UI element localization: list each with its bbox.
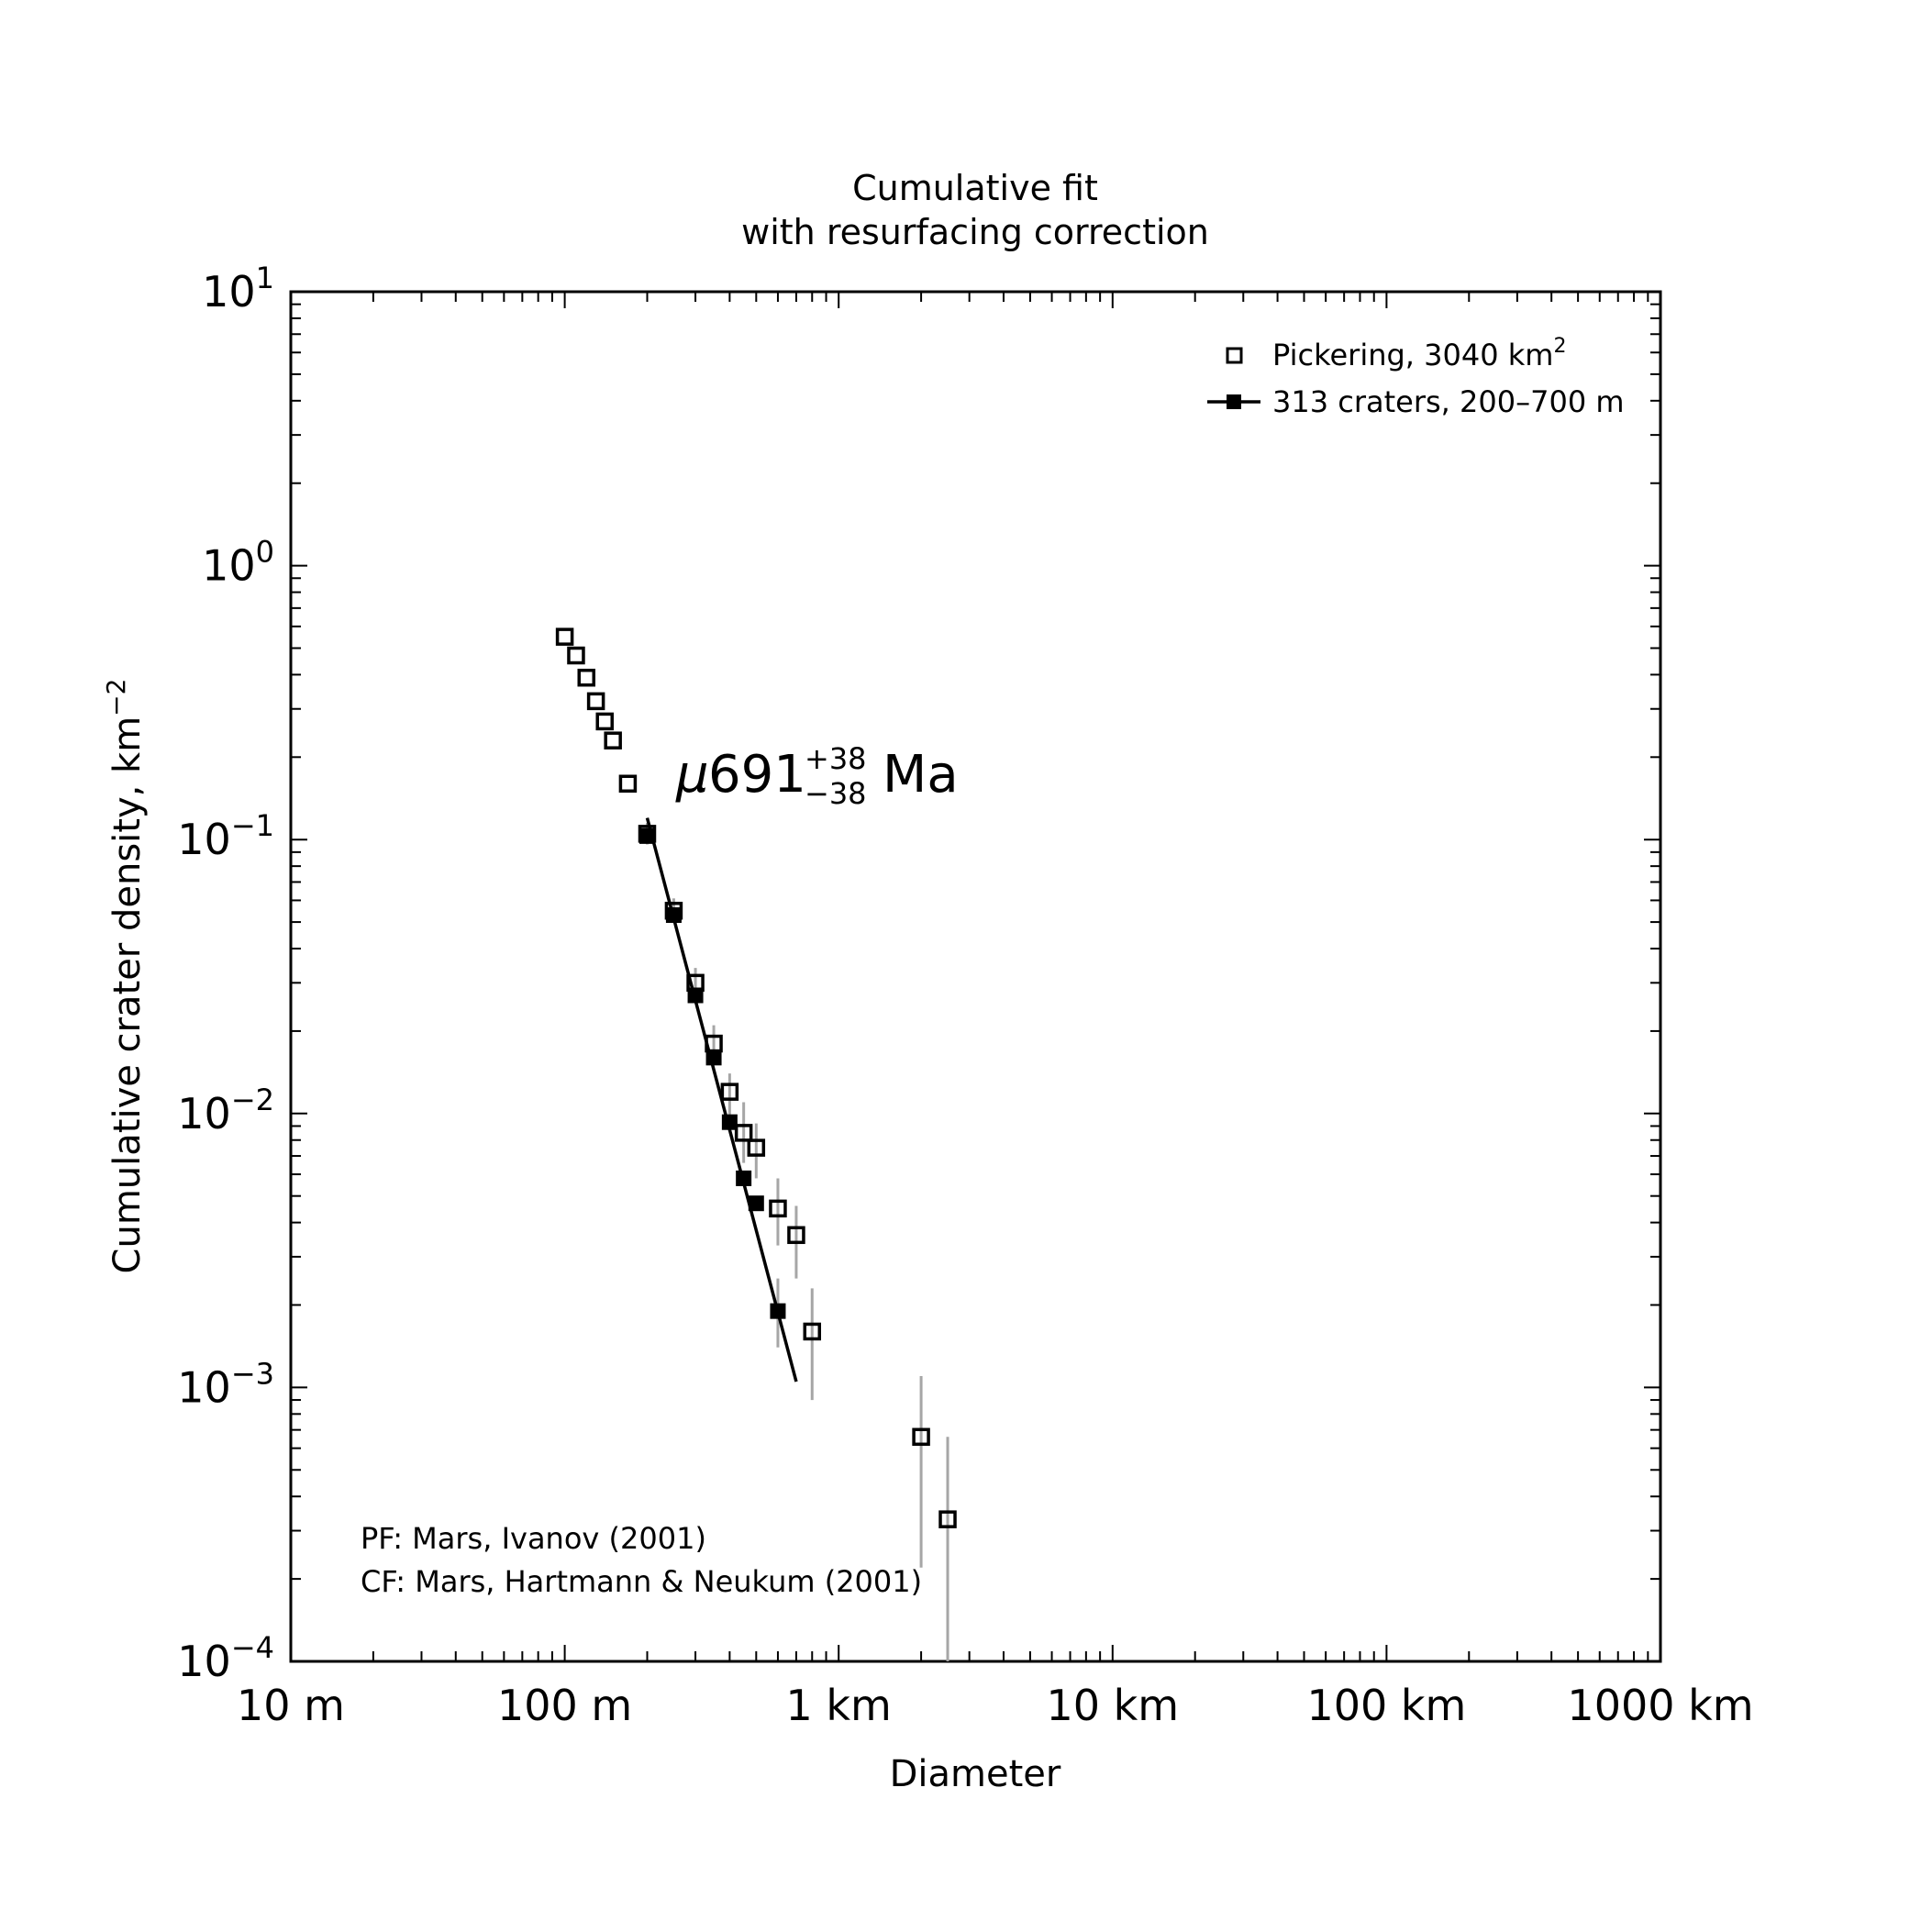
filled-square-marker — [705, 1049, 722, 1066]
x-tick-labels: 10 m 100 m 1 km 10 km 100 km 1000 km — [237, 1681, 1754, 1730]
legend-label-pickering: Pickering, 3040 km2 — [1272, 335, 1566, 372]
open-square-marker — [604, 731, 622, 749]
open-square-marker — [938, 1510, 957, 1528]
age-plus-error: +38 — [805, 741, 867, 776]
legend-filled-square-icon — [1227, 394, 1241, 409]
filled-square-marker — [736, 1170, 752, 1186]
y-tick-label: 10−2 — [177, 1083, 274, 1138]
open-square-marker — [747, 1138, 766, 1157]
age-value: 691 — [708, 745, 806, 805]
filled-square-marker — [770, 1303, 786, 1319]
axis-labels: Diameter Cumulative crater density, km−2 — [101, 679, 1061, 1795]
y-axis-label: Cumulative crater density, km−2 — [101, 679, 149, 1274]
error-bars — [645, 823, 949, 1661]
chart-title-line: with resurfacing correction — [741, 212, 1209, 252]
age-unit: Ma — [883, 745, 959, 805]
y-tick-label: 10−1 — [177, 808, 274, 864]
y-tick-label: 100 — [202, 535, 274, 591]
open-square-marker — [618, 774, 638, 793]
open-square-marker — [577, 668, 595, 687]
open-square-marker — [555, 627, 574, 646]
data-markers — [555, 627, 957, 1528]
age-mu: μ — [675, 745, 709, 805]
open-square-marker — [769, 1199, 787, 1218]
note-line: CF: Mars, Hartmann & Neukum (2001) — [361, 1564, 922, 1599]
plot-frame — [289, 290, 1662, 1663]
x-tick-label: 100 km — [1306, 1681, 1466, 1730]
filled-square-marker — [748, 1195, 764, 1212]
filled-square-marker — [638, 827, 655, 844]
open-square-marker — [803, 1322, 822, 1341]
open-square-marker — [912, 1427, 930, 1447]
x-tick-label: 10 m — [237, 1681, 345, 1730]
chart-notes: PF: Mars, Ivanov (2001) CF: Mars, Hartman… — [361, 1521, 922, 1599]
y-tick-label: 10−4 — [177, 1630, 274, 1686]
filled-square-marker — [721, 1114, 738, 1130]
open-square-marker — [734, 1124, 753, 1142]
age-annotation: μ 691+38−38 Ma — [675, 741, 959, 811]
x-tick-label: 1000 km — [1567, 1681, 1753, 1730]
open-square-marker — [586, 692, 605, 711]
filled-square-marker — [665, 907, 682, 924]
open-square-marker — [595, 712, 614, 731]
x-tick-label: 1 km — [786, 1681, 892, 1730]
y-tick-label: 10−3 — [177, 1356, 274, 1412]
x-axis-label: Diameter — [890, 1753, 1061, 1795]
age-minus-error: −38 — [805, 776, 867, 811]
open-square-marker — [567, 646, 585, 665]
y-tick-label: 101 — [202, 261, 274, 316]
axis-ticks — [290, 291, 1661, 1662]
legend-label-craters: 313 craters, 200–700 m — [1272, 384, 1625, 419]
open-square-marker — [787, 1226, 805, 1245]
note-line: PF: Mars, Ivanov (2001) — [361, 1521, 706, 1556]
open-square-marker — [720, 1083, 739, 1101]
x-tick-label: 10 km — [1046, 1681, 1179, 1730]
filled-square-marker — [687, 987, 704, 1004]
y-tick-labels: 101 100 10−1 10−2 10−3 10−4 — [177, 261, 274, 1686]
x-tick-label: 100 m — [497, 1681, 632, 1730]
chart-title-line: Cumulative fit — [852, 168, 1098, 208]
legend: Pickering, 3040 km2 313 craters, 200–700 … — [1207, 335, 1625, 419]
legend-open-square-icon — [1226, 347, 1243, 364]
